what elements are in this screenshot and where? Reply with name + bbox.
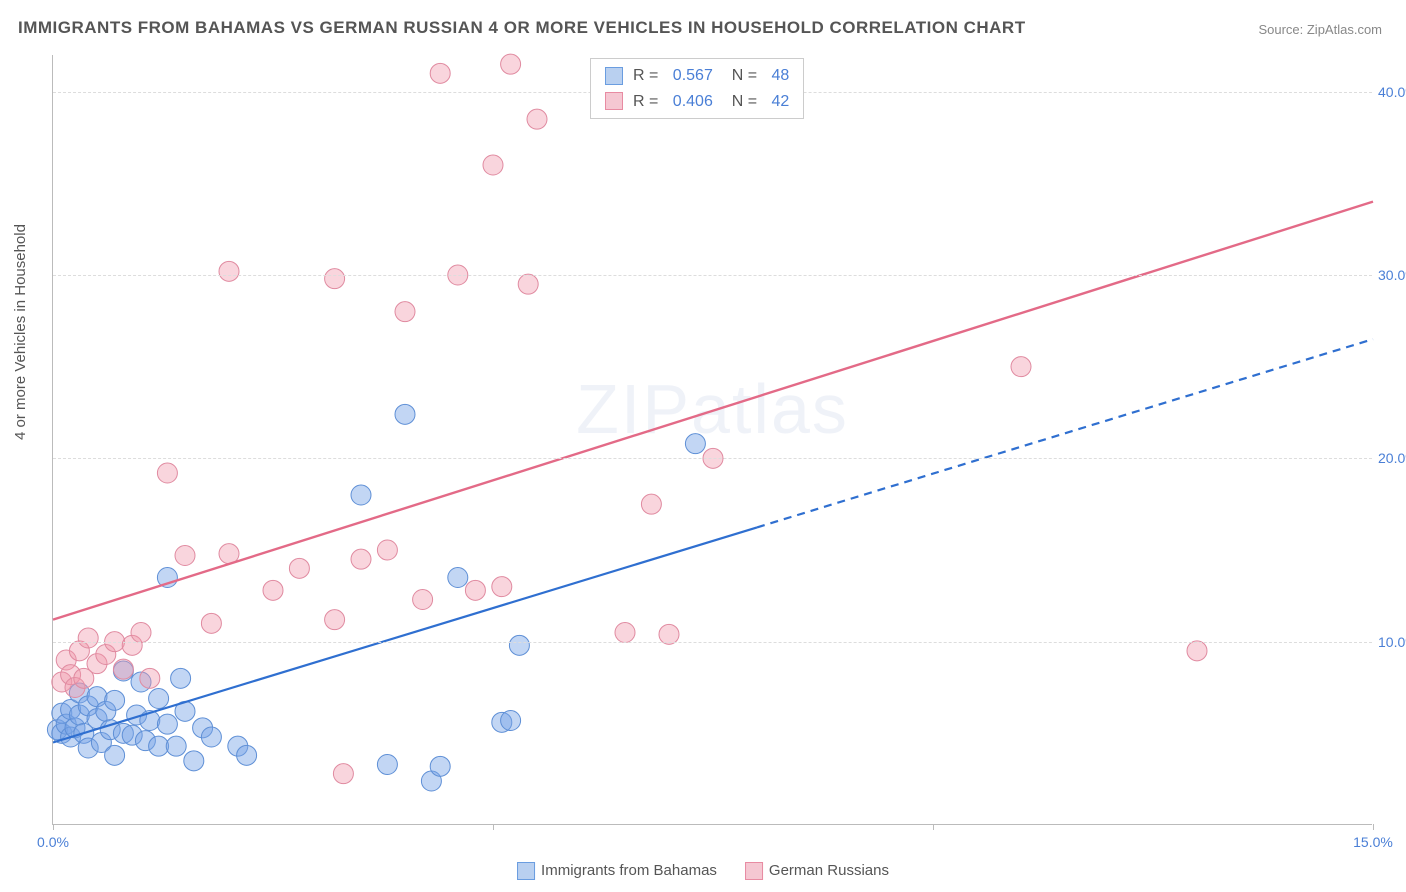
legend-label: German Russians bbox=[769, 862, 889, 879]
source-label: Source: ZipAtlas.com bbox=[1258, 22, 1382, 37]
scatter-point bbox=[351, 549, 371, 569]
y-tick-label: 10.0% bbox=[1378, 634, 1406, 650]
legend-label: Immigrants from Bahamas bbox=[541, 862, 717, 879]
scatter-point bbox=[149, 736, 169, 756]
legend-swatch bbox=[517, 862, 535, 880]
scatter-point bbox=[131, 623, 151, 643]
x-tick bbox=[493, 824, 494, 830]
scatter-point bbox=[175, 546, 195, 566]
stat-r-value: 0.406 bbox=[673, 89, 713, 115]
trend-line bbox=[53, 527, 757, 742]
stat-n-value: 42 bbox=[772, 89, 790, 115]
stat-r-label: R = bbox=[633, 89, 663, 115]
scatter-point bbox=[413, 590, 433, 610]
x-tick bbox=[53, 824, 54, 830]
stat-n-label: N = bbox=[723, 63, 762, 89]
legend-item: Immigrants from Bahamas bbox=[517, 862, 717, 880]
y-tick-label: 40.0% bbox=[1378, 84, 1406, 100]
scatter-point bbox=[149, 689, 169, 709]
y-axis-title: 4 or more Vehicles in Household bbox=[12, 224, 29, 440]
scatter-point bbox=[78, 628, 98, 648]
x-tick-label: 0.0% bbox=[37, 834, 69, 850]
scatter-point bbox=[501, 711, 521, 731]
scatter-point bbox=[105, 690, 125, 710]
stat-r-label: R = bbox=[633, 63, 663, 89]
plot-svg bbox=[53, 55, 1372, 824]
stats-swatch bbox=[605, 67, 623, 85]
scatter-point bbox=[430, 63, 450, 83]
scatter-point bbox=[430, 756, 450, 776]
stats-row: R = 0.406 N = 42 bbox=[605, 89, 789, 115]
trend-line bbox=[53, 202, 1373, 620]
stats-box: R = 0.567 N = 48R = 0.406 N = 42 bbox=[590, 58, 804, 119]
scatter-point bbox=[395, 302, 415, 322]
x-tick-label: 15.0% bbox=[1353, 834, 1393, 850]
scatter-point bbox=[351, 485, 371, 505]
stat-n-label: N = bbox=[723, 89, 762, 115]
stat-n-value: 48 bbox=[772, 63, 790, 89]
scatter-point bbox=[527, 109, 547, 129]
stats-row: R = 0.567 N = 48 bbox=[605, 63, 789, 89]
scatter-point bbox=[377, 755, 397, 775]
x-tick bbox=[933, 824, 934, 830]
legend-item: German Russians bbox=[745, 862, 889, 880]
scatter-point bbox=[140, 668, 160, 688]
chart-title: IMMIGRANTS FROM BAHAMAS VS GERMAN RUSSIA… bbox=[18, 18, 1026, 38]
x-tick bbox=[1373, 824, 1374, 830]
scatter-point bbox=[615, 623, 635, 643]
scatter-point bbox=[201, 727, 221, 747]
scatter-point bbox=[377, 540, 397, 560]
gridline bbox=[53, 458, 1372, 459]
scatter-point bbox=[157, 463, 177, 483]
scatter-point bbox=[509, 635, 529, 655]
scatter-point bbox=[184, 751, 204, 771]
scatter-point bbox=[201, 613, 221, 633]
scatter-point bbox=[325, 269, 345, 289]
y-tick-label: 20.0% bbox=[1378, 450, 1406, 466]
scatter-point bbox=[685, 434, 705, 454]
scatter-point bbox=[113, 659, 133, 679]
scatter-point bbox=[501, 54, 521, 74]
scatter-point bbox=[448, 568, 468, 588]
scatter-point bbox=[641, 494, 661, 514]
y-tick-label: 30.0% bbox=[1378, 267, 1406, 283]
scatter-point bbox=[483, 155, 503, 175]
scatter-point bbox=[171, 668, 191, 688]
scatter-point bbox=[263, 580, 283, 600]
stat-r-value: 0.567 bbox=[673, 63, 713, 89]
scatter-point bbox=[465, 580, 485, 600]
scatter-point bbox=[395, 404, 415, 424]
scatter-point bbox=[166, 736, 186, 756]
gridline bbox=[53, 275, 1372, 276]
legend-bottom: Immigrants from Bahamas German Russians bbox=[517, 862, 889, 880]
plot-area: ZIPatlas 10.0%20.0%30.0%40.0%0.0%15.0% bbox=[52, 55, 1372, 825]
scatter-point bbox=[157, 714, 177, 734]
gridline bbox=[53, 642, 1372, 643]
scatter-point bbox=[518, 274, 538, 294]
scatter-point bbox=[325, 610, 345, 630]
scatter-point bbox=[1187, 641, 1207, 661]
scatter-point bbox=[105, 745, 125, 765]
scatter-point bbox=[219, 261, 239, 281]
scatter-point bbox=[1011, 357, 1031, 377]
scatter-point bbox=[289, 558, 309, 578]
scatter-point bbox=[492, 577, 512, 597]
legend-swatch bbox=[745, 862, 763, 880]
stats-swatch bbox=[605, 92, 623, 110]
scatter-point bbox=[237, 745, 257, 765]
scatter-point bbox=[333, 764, 353, 784]
